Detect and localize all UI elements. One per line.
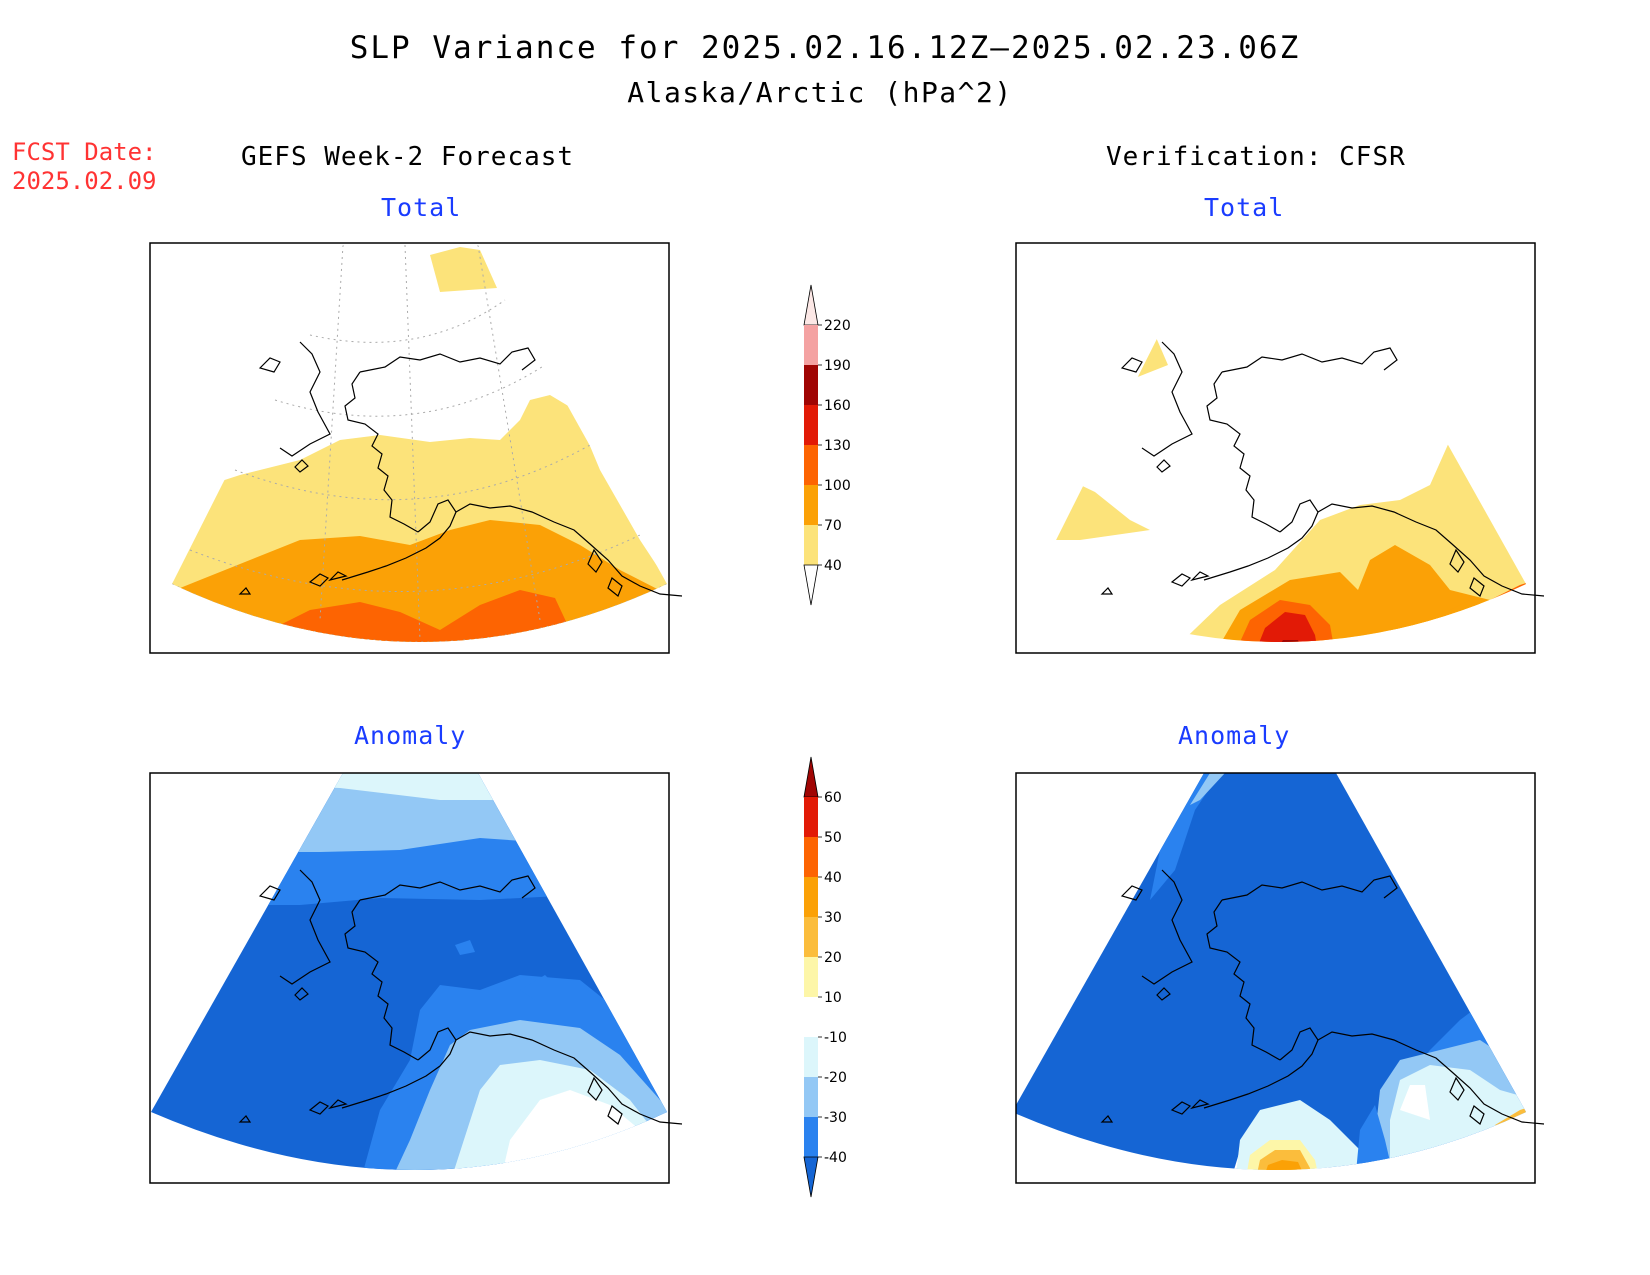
colorbar-label: -10 (824, 1030, 847, 1046)
bottom-right-panel-title: Anomaly (1178, 721, 1291, 750)
colorbar-tip-bottom (803, 1156, 819, 1198)
colorbar-segment (804, 1037, 818, 1077)
colorbar-label: 40 (824, 870, 842, 886)
contour-plus40 (1262, 1160, 1305, 1170)
colorbar-segment (804, 1117, 818, 1157)
colorbar-segment (804, 325, 818, 365)
top-left-panel-title: Total (381, 193, 462, 222)
colorbar-label: 160 (824, 398, 851, 414)
top-right-panel-title: Total (1204, 193, 1285, 222)
colorbar-label: 50 (824, 830, 842, 846)
panel-frame (1015, 242, 1536, 654)
panel-frame (1015, 772, 1536, 1184)
contour-minus10 (1400, 1085, 1430, 1120)
colorbar-label: 30 (824, 910, 842, 926)
contour-minus40 (455, 940, 475, 955)
panel-gefs-total (149, 242, 683, 654)
bottom-left-panel-title: Anomaly (354, 721, 467, 750)
colorbar-label: 10 (824, 990, 842, 1006)
colorbar-label: 70 (824, 518, 842, 534)
colorbar-label: 60 (824, 790, 842, 806)
panel-cfsr-total (1015, 242, 1545, 654)
fcst-date-value: 2025.02.09 (12, 167, 157, 195)
panel-frame (149, 242, 670, 654)
contour-minus40 (520, 975, 560, 1000)
figure-subtitle: Alaska/Arctic (hPa^2) (627, 76, 1013, 109)
colorbar-segment (804, 917, 818, 957)
colorbar-segment (804, 485, 818, 525)
colorbar-segment (804, 525, 818, 565)
colorbar-segment (804, 837, 818, 877)
panel-frame (149, 772, 670, 1184)
colorbar-tip-bottom (803, 564, 819, 606)
contour-minus20 (1190, 773, 1225, 805)
colorbar-segment (804, 797, 818, 837)
colorbar-segment (804, 957, 818, 997)
panel-cfsr-anomaly (1015, 772, 1545, 1184)
colorbar-label: 20 (824, 950, 842, 966)
colorbar-label: -20 (824, 1070, 847, 1086)
fcst-date: FCST Date: 2025.02.09 (12, 138, 157, 196)
fcst-date-label: FCST Date: (12, 138, 157, 166)
colorbar-anomaly: -40 -30 -20 -10 10 20 30 40 50 60 (803, 756, 847, 1198)
colorbar-label: 40 (824, 558, 842, 574)
figure-title: SLP Variance for 2025.02.16.12Z–2025.02.… (349, 30, 1301, 66)
colorbar-segment (804, 997, 818, 1037)
colorbar-label: 130 (824, 438, 851, 454)
colorbar-total: 40 70 100 130 160 190 220 (803, 284, 851, 606)
contour-minus40 (1150, 773, 1220, 900)
colorbar-label: -30 (824, 1110, 847, 1126)
colorbar-segment (804, 445, 818, 485)
colorbar-tip-top (803, 284, 819, 326)
colorbar-tip-top (803, 756, 819, 798)
colorbar-segment (804, 1077, 818, 1117)
colorbar-label: -40 (824, 1150, 847, 1166)
colorbar-segment (804, 365, 818, 405)
contour-130 (1255, 612, 1318, 642)
right-column-header: Verification: CFSR (1106, 142, 1406, 172)
colorbar-label: 190 (824, 358, 851, 374)
colorbar-segment (804, 405, 818, 445)
left-column-header: GEFS Week-2 Forecast (241, 142, 575, 172)
panel-gefs-anomaly (149, 772, 683, 1184)
colorbar-label: 100 (824, 478, 851, 494)
colorbar-segment (804, 877, 818, 917)
colorbar-label: 220 (824, 318, 851, 334)
